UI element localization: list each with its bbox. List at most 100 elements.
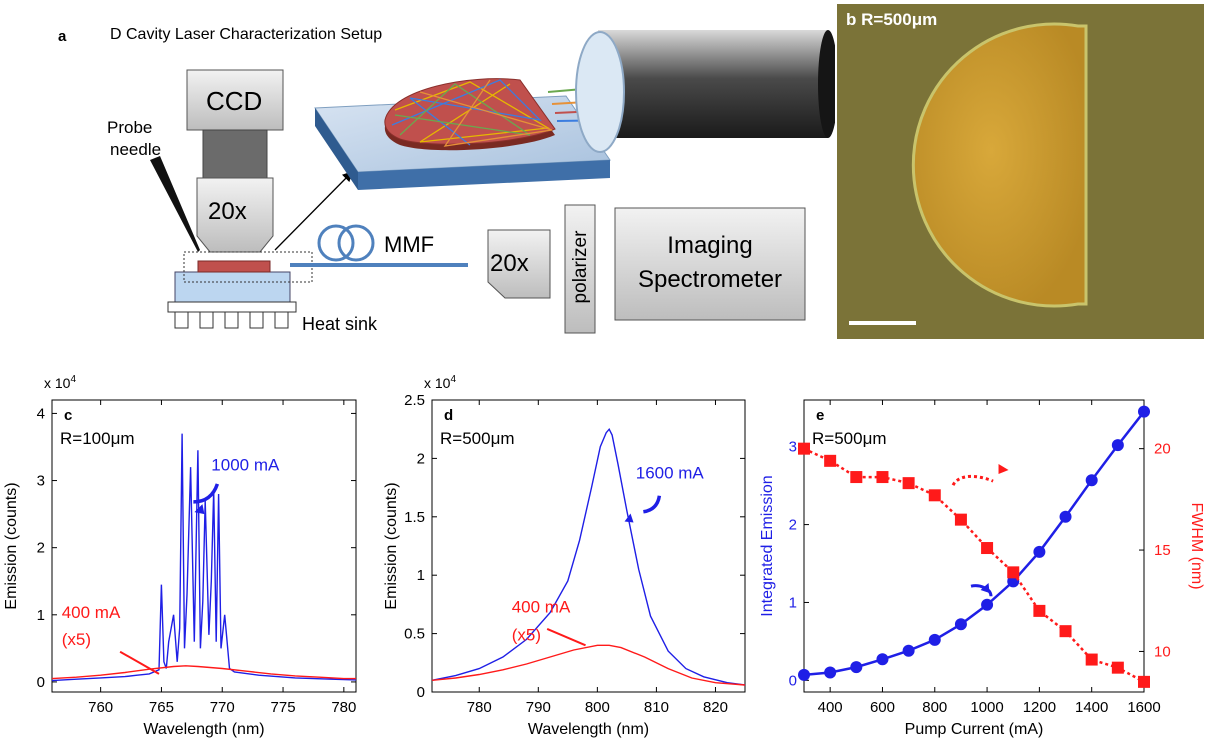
- emission-point: [1085, 474, 1098, 487]
- x-tick-label: 780: [467, 699, 492, 716]
- series-label-x5: (x5): [62, 630, 91, 649]
- panel-b-label: b R=500μm: [846, 10, 938, 29]
- chip-plate-front: [358, 160, 610, 190]
- objective-1-label: 20x: [208, 198, 247, 225]
- fwhm-point: [798, 442, 810, 455]
- panel-letter: e: [816, 407, 824, 424]
- x-tick-label: 780: [331, 699, 356, 716]
- fwhm-point: [928, 489, 941, 502]
- arrow-1000ma: [193, 483, 220, 504]
- chart-e: 400 600 800 1000 1200 1400 1600 0 1 2 3 10 15 20 Pump …: [760, 399, 1205, 738]
- y2-tick-label: 15: [1154, 542, 1171, 559]
- arrowhead-left-axis: [980, 582, 990, 593]
- series-line-0: [51, 433, 357, 682]
- arrow-1600ma: [643, 495, 662, 514]
- y-tick-label: 3: [789, 439, 797, 456]
- sample-stage: [174, 271, 291, 303]
- scale-bar: [849, 321, 916, 325]
- fwhm-point: [1085, 653, 1098, 666]
- probe-label-1: Probe: [107, 118, 153, 137]
- x-tick-label: 760: [88, 699, 113, 716]
- y-tick-label: 2.5: [404, 392, 425, 409]
- x-tick-label: 1600: [1127, 699, 1160, 716]
- fwhm-point: [954, 513, 967, 526]
- polarizer-box: [564, 204, 596, 334]
- panel-letter: d: [444, 407, 453, 424]
- polarizer-label: polarizer: [570, 230, 591, 304]
- y-tick-label: 0.5: [404, 626, 425, 643]
- x-tick-label: 400: [818, 699, 843, 716]
- ccd-tube: [202, 129, 268, 179]
- y-scale-exponent: 4: [450, 374, 456, 385]
- panel-letter: c: [64, 407, 72, 424]
- spectrometer-box: [614, 207, 806, 321]
- panel-annotation: R=500μm: [812, 429, 887, 448]
- series-line-0: [431, 427, 746, 686]
- arrow-right-axis: [951, 474, 994, 487]
- plot-frame: [431, 399, 746, 693]
- d-cavity-top: [384, 78, 556, 145]
- emission-point: [954, 618, 967, 631]
- emission-point: [1033, 545, 1046, 558]
- y-tick-label: 0: [37, 674, 45, 691]
- objective-2-label: 20x: [490, 250, 529, 277]
- x-axis-label: Wavelength (nm): [143, 721, 264, 738]
- arrowhead-1000ma: [194, 504, 205, 515]
- y-tick-label: 1: [417, 567, 425, 584]
- x-axis-label: Wavelength (nm): [528, 721, 649, 738]
- y-tick-label: 4: [37, 405, 45, 422]
- fwhm-point: [1111, 661, 1124, 674]
- fwhm-point: [1007, 566, 1020, 579]
- spectrometer-label-2: Spectrometer: [637, 266, 783, 293]
- arrow-400ma: [546, 628, 586, 647]
- emission-point: [824, 666, 837, 679]
- collector-body: [598, 30, 828, 138]
- y2-tick-label: 10: [1154, 643, 1171, 660]
- emission-point: [876, 653, 889, 666]
- mmf-label: MMF: [384, 232, 435, 257]
- ccd-label: CCD: [206, 86, 263, 116]
- y-tick-label: 1: [789, 594, 797, 611]
- panel-a-letter: a: [58, 28, 67, 45]
- series-line-1: [431, 644, 746, 686]
- y-tick-label: 1.5: [404, 509, 425, 526]
- y-axis-label: Integrated Emission: [760, 475, 776, 616]
- cavity-rays: [391, 79, 553, 147]
- fwhm-point: [1138, 675, 1150, 688]
- emission-point: [1138, 405, 1150, 418]
- y-tick-label: 3: [37, 473, 45, 490]
- y-tick-label: 1: [37, 607, 45, 624]
- fwhm-point: [824, 454, 837, 467]
- x-tick-label: 775: [271, 699, 296, 716]
- panel-annotation: R=500μm: [440, 429, 515, 448]
- d-cavity-disk: [911, 22, 1088, 308]
- fwhm-point: [850, 471, 863, 484]
- y-scale-label: x 104: [44, 374, 76, 391]
- x-axis-label: Pump Current (mA): [905, 721, 1044, 738]
- probe-label-2: needle: [110, 140, 162, 159]
- x-tick-label: 770: [210, 699, 235, 716]
- chart-d: 780 790 800 810 820 0 0.5 1 1.5 2 2.5 Wavelength (n…: [383, 374, 746, 738]
- y-axis-label: Emission (counts): [3, 482, 20, 609]
- arrow-400ma: [119, 650, 160, 675]
- x-tick-label: 810: [644, 699, 669, 716]
- series-label-1000ma: 1000 mA: [211, 455, 280, 474]
- panel-annotation: R=100μm: [60, 429, 135, 448]
- x-tick-label: 800: [585, 699, 610, 716]
- probe-needle: [150, 156, 200, 252]
- x-tick-label: 765: [149, 699, 174, 716]
- fwhm-point: [1059, 625, 1072, 638]
- heat-sink-fins: [174, 311, 289, 329]
- objective-2: [487, 229, 551, 299]
- fiber-loop-1: [317, 224, 355, 262]
- heatsink-label: Heat sink: [302, 314, 378, 334]
- emission-point: [928, 633, 941, 646]
- heat-sink-base: [167, 301, 297, 313]
- fwhm-point: [981, 542, 994, 555]
- emission-point: [1111, 439, 1124, 452]
- x-tick-label: 1400: [1075, 699, 1108, 716]
- series-label-x5: (x5): [512, 626, 541, 645]
- arrowhead-right-axis: [998, 463, 1009, 474]
- x-tick-label: 1200: [1023, 699, 1056, 716]
- x-tick-label: 600: [870, 699, 895, 716]
